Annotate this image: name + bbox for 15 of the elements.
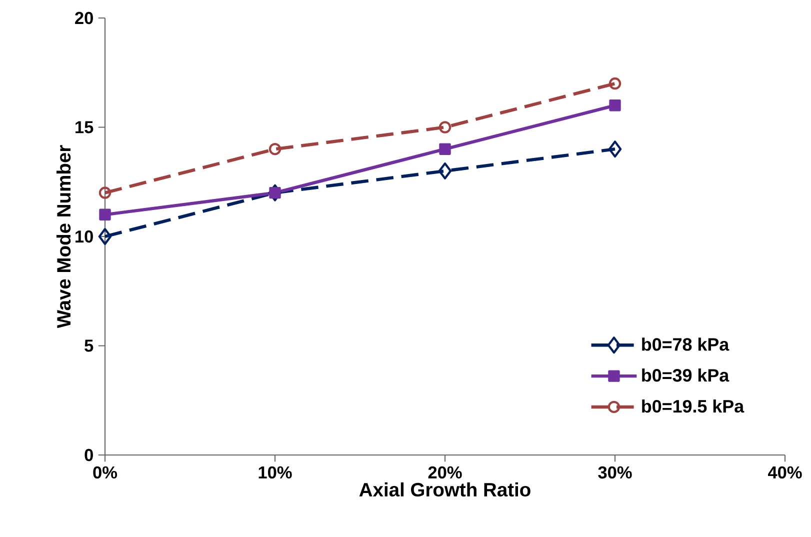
y-tick-label: 20 <box>75 12 93 24</box>
legend-label: b0=78 kPa <box>642 338 730 351</box>
x-tick-label: 0% <box>93 466 118 479</box>
x-axis-title: Axial Growth Ratio <box>359 482 530 497</box>
y-tick-label: 15 <box>76 121 94 134</box>
y-tick-label: 0 <box>84 448 93 462</box>
y-axis-title: Wave Mode Number <box>56 145 71 328</box>
x-tick-label: 40% <box>768 466 802 479</box>
x-tick-label: 30% <box>598 466 632 479</box>
legend-label: b0=19.5 kPa <box>642 399 744 413</box>
y-tick-label: 5 <box>84 340 94 352</box>
x-tick-label: 10% <box>258 466 292 479</box>
y-tick-label: 10 <box>76 230 93 243</box>
x-tick-label: 20% <box>428 466 462 479</box>
legend-label: b0=39 kPa <box>642 368 730 382</box>
